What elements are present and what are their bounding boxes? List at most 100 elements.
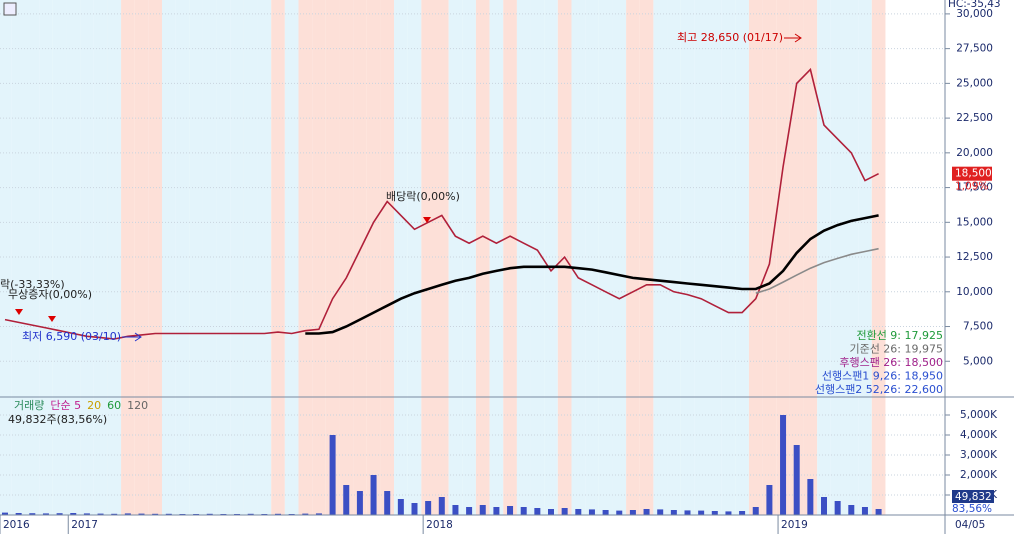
phase-band bbox=[353, 0, 367, 515]
volume-bar bbox=[684, 510, 691, 515]
last-price-box bbox=[952, 166, 992, 181]
corner-label: HC:-35,43 bbox=[948, 0, 1001, 10]
volume-bar bbox=[275, 513, 281, 515]
phase-band bbox=[325, 0, 340, 515]
volume-bar bbox=[425, 501, 432, 515]
y-tick-label: 22,500 bbox=[956, 112, 993, 124]
x-tick-label: 2018 bbox=[426, 519, 453, 531]
phase-band bbox=[243, 0, 258, 515]
arrow bbox=[784, 33, 802, 43]
y-tick-label: 15,000 bbox=[956, 216, 993, 228]
volume-bar bbox=[739, 511, 746, 515]
volume-bar bbox=[807, 479, 814, 515]
phase-band bbox=[571, 0, 586, 515]
last-price: 18,500 bbox=[955, 168, 992, 180]
phase-band bbox=[475, 0, 490, 515]
y-tick-label: 25,000 bbox=[956, 77, 993, 89]
volume-bar bbox=[206, 513, 213, 515]
annotation: 락(-33,33%) bbox=[0, 278, 65, 291]
volume-bar bbox=[452, 505, 459, 515]
phase-band bbox=[762, 0, 777, 515]
last-volume: 49,832 bbox=[955, 491, 992, 503]
y-tick-label: 17,500 bbox=[956, 182, 993, 194]
y-tick-label: 2,000K bbox=[960, 469, 998, 481]
y-tick-label: 4,000K bbox=[960, 429, 998, 441]
phase-band bbox=[598, 0, 613, 515]
phase-band bbox=[93, 0, 108, 515]
volume-bar bbox=[343, 485, 350, 515]
menu-icon[interactable] bbox=[3, 2, 17, 16]
phase-band bbox=[516, 0, 531, 515]
volume-bar bbox=[97, 513, 104, 515]
volume-bar bbox=[493, 507, 500, 515]
volume-bar bbox=[670, 510, 677, 515]
indicator-label: 전환선 9: 17,925 bbox=[856, 329, 943, 342]
indicator-label: 기준선 26: 19,975 bbox=[849, 343, 943, 356]
annotation: 무상증자(0,00%) bbox=[8, 288, 92, 301]
volume-bar bbox=[588, 509, 595, 515]
phase-band bbox=[694, 0, 708, 515]
y-tick-label: 7,500 bbox=[963, 321, 993, 333]
phase-band bbox=[175, 0, 190, 515]
legend-item: 20 bbox=[87, 399, 101, 412]
volume-bar bbox=[384, 491, 391, 515]
volume-bar bbox=[602, 510, 609, 515]
volume-bar bbox=[138, 513, 145, 515]
volume-bar bbox=[438, 497, 445, 515]
phase-band bbox=[216, 0, 231, 515]
phase-band bbox=[80, 0, 94, 515]
phase-band bbox=[52, 0, 67, 515]
volume-bar bbox=[411, 503, 418, 515]
volume-bar bbox=[780, 415, 787, 515]
y-tick-label: 3,000K bbox=[960, 449, 998, 461]
volume-bar bbox=[861, 507, 868, 515]
volume-bar bbox=[356, 491, 363, 515]
last-volume-pct: 83,56% bbox=[952, 503, 992, 515]
phase-band bbox=[339, 0, 354, 515]
volume-bar bbox=[752, 507, 759, 515]
phase-band bbox=[721, 0, 736, 515]
phase-band bbox=[612, 0, 627, 515]
phase-band bbox=[394, 0, 408, 515]
volume-bar bbox=[766, 485, 773, 515]
annotation: 최저 6,590 (03/10) bbox=[22, 330, 121, 343]
y-tick-label: 12,500 bbox=[956, 251, 993, 263]
phase-band bbox=[462, 0, 476, 515]
x-tick-label: 2019 bbox=[781, 519, 808, 531]
arrow bbox=[122, 332, 142, 342]
phase-band bbox=[421, 0, 435, 515]
volume-bar bbox=[479, 505, 486, 515]
volume-bar bbox=[629, 510, 636, 515]
y-tick-label: 10,000 bbox=[956, 286, 993, 298]
phase-band bbox=[148, 0, 162, 515]
phase-band bbox=[189, 0, 203, 515]
volume-bar bbox=[575, 509, 582, 515]
volume-bar bbox=[2, 512, 8, 515]
x-tick-label: 2016 bbox=[3, 519, 30, 531]
volume-bar bbox=[821, 497, 827, 515]
volume-bar bbox=[370, 475, 377, 515]
volume-bar bbox=[29, 513, 36, 515]
legend-item: 120 bbox=[127, 399, 148, 412]
volume-bar bbox=[507, 506, 514, 515]
x-tick-label: 2017 bbox=[71, 519, 98, 531]
arrow bbox=[15, 309, 23, 315]
arrow bbox=[423, 217, 431, 223]
volume-bar bbox=[548, 509, 554, 515]
volume-bar bbox=[793, 445, 800, 515]
phase-band bbox=[871, 0, 886, 515]
phase-band bbox=[489, 0, 504, 515]
phase-band bbox=[25, 0, 40, 515]
volume-bar bbox=[643, 509, 650, 515]
phase-band bbox=[121, 0, 135, 515]
phase-band bbox=[202, 0, 217, 515]
volume-bar bbox=[83, 513, 90, 515]
volume-bar bbox=[315, 513, 322, 515]
volume-bar bbox=[329, 435, 336, 515]
phase-band bbox=[66, 0, 81, 515]
volume-bar bbox=[520, 507, 527, 515]
volume-bar bbox=[70, 513, 77, 515]
volume-info: 49,832주(83,56%) bbox=[8, 413, 107, 426]
phase-band bbox=[298, 0, 313, 515]
